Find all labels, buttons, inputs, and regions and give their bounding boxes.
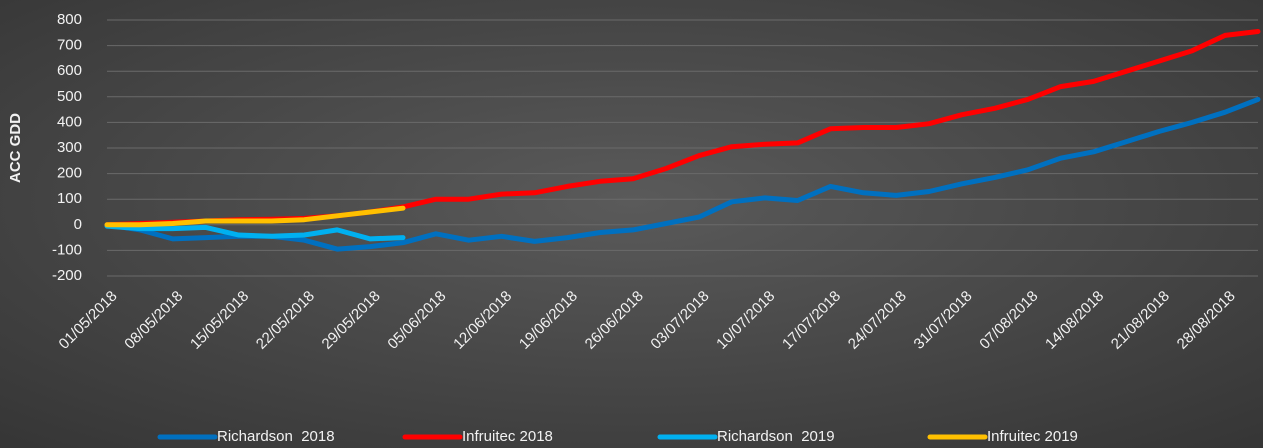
legend-label: Richardson 2018 xyxy=(217,428,335,445)
y-tick-label: 100 xyxy=(57,190,82,207)
legend-label: Infruitec 2019 xyxy=(987,428,1078,445)
y-axis-label: ACC GDD xyxy=(7,113,24,183)
y-tick-label: 0 xyxy=(74,216,82,233)
y-tick-label: 300 xyxy=(57,139,82,156)
y-tick-label: 500 xyxy=(57,88,82,105)
y-tick-label: 600 xyxy=(57,62,82,79)
y-tick-label: -200 xyxy=(52,267,82,284)
y-tick-label: 700 xyxy=(57,37,82,54)
legend-label: Infruitec 2018 xyxy=(462,428,553,445)
y-tick-label: 800 xyxy=(57,11,82,28)
y-tick-label: 200 xyxy=(57,165,82,182)
line-series xyxy=(104,96,1261,252)
y-tick-label: 400 xyxy=(57,113,82,130)
line-series xyxy=(104,223,406,242)
line-series xyxy=(104,205,406,228)
y-tick-label: -100 xyxy=(52,241,82,258)
legend-label: Richardson 2019 xyxy=(717,428,835,445)
